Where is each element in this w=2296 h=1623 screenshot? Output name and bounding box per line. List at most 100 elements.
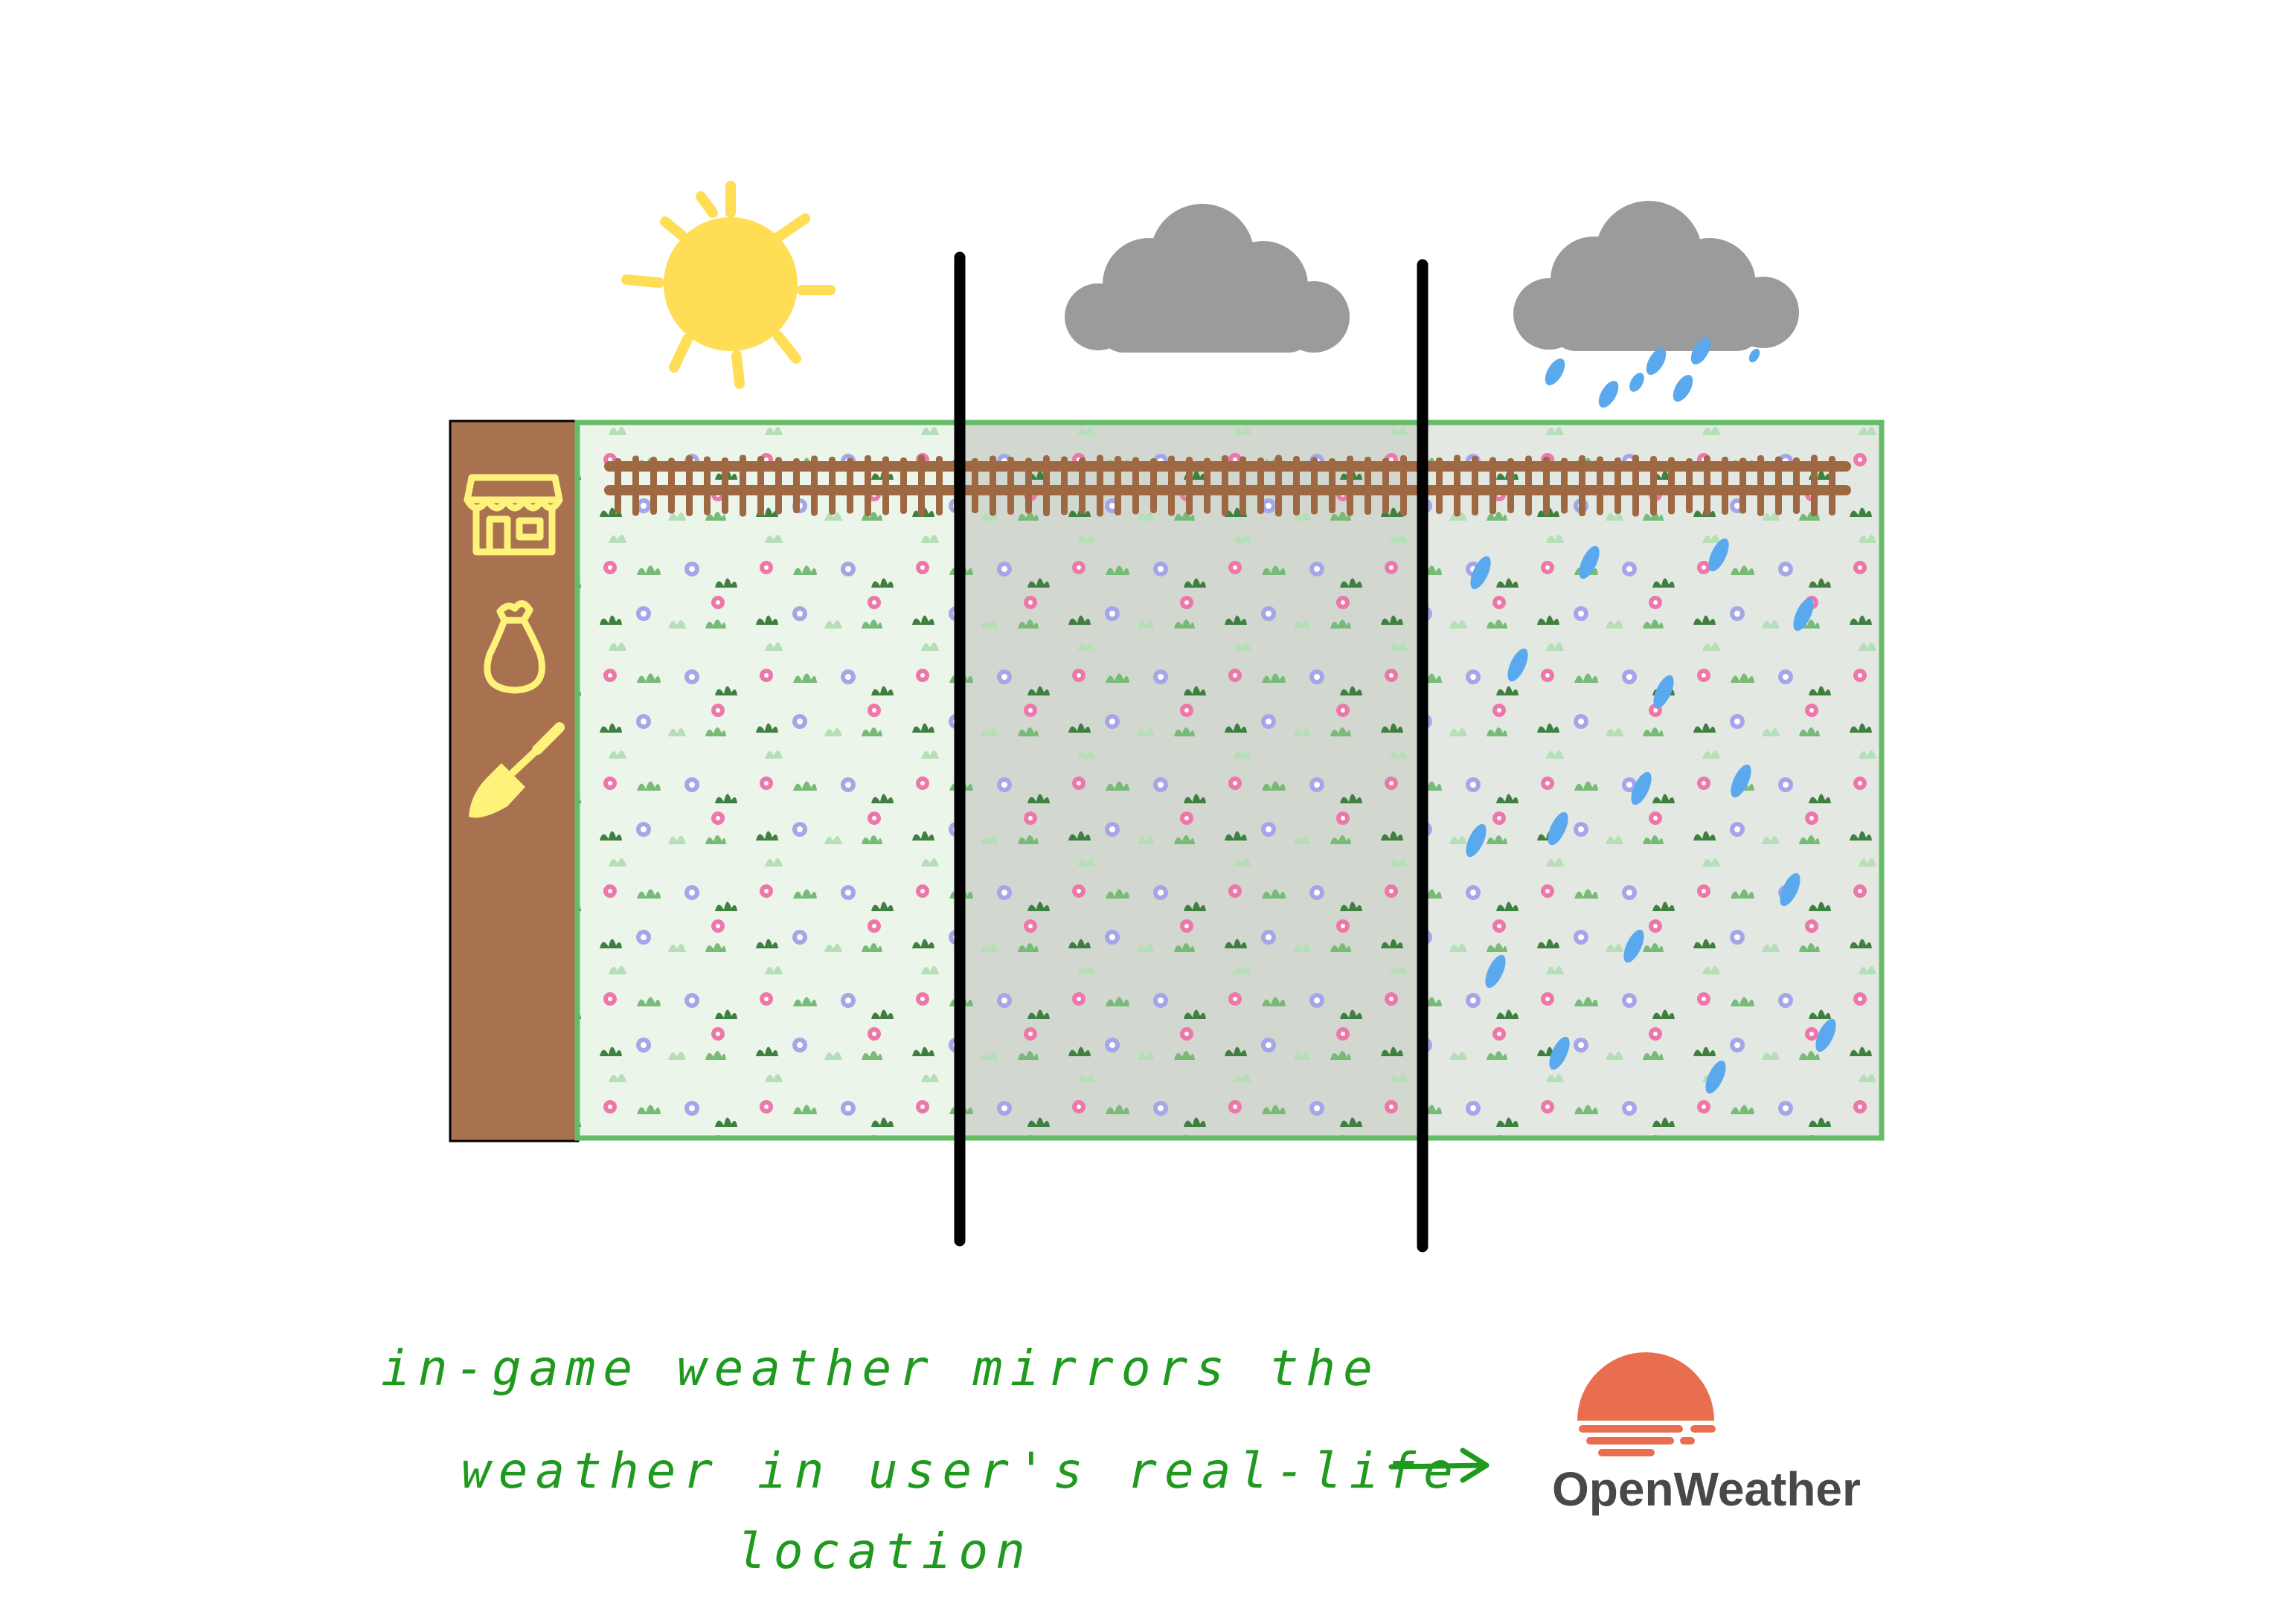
fence-post [1704,455,1710,516]
fence-post [1472,456,1478,515]
rain-drop [1548,812,1568,846]
fence-post [1507,458,1514,513]
openweather-sun-icon [1577,1352,1716,1456]
fence-post [1222,455,1228,516]
fence-post [1115,456,1121,515]
fence-post [632,455,639,516]
fence-post [1793,457,1800,514]
rain-drop [1653,675,1674,709]
fence-post [1257,457,1264,514]
fence-post [1132,457,1139,515]
fence-post [918,454,925,517]
fence-post [1293,456,1300,515]
fence-post [972,458,978,513]
fence-post [1454,454,1460,517]
fence-post [1811,454,1818,517]
fence-post [1150,458,1157,513]
fence-post [615,458,621,513]
sun-icon [621,181,836,389]
fence-post [775,457,782,515]
rain-drop [1793,597,1814,631]
rain-drop [1623,929,1644,963]
rain-drop [1631,771,1652,806]
fence-post [1347,455,1353,516]
rain-drop [1705,1060,1726,1094]
rain-drop [1780,872,1800,907]
fence-post [1061,456,1068,515]
shovel-icon[interactable] [469,722,565,818]
fence-post [722,457,728,514]
fence-post [1561,457,1568,514]
annotation-line-2: weather in user's real-life [461,1442,1460,1500]
fence-post [1722,457,1728,515]
fence-post [1204,457,1210,514]
field-border [574,420,1885,1141]
fence-post [1240,456,1246,515]
fence-post [1597,456,1603,515]
openweather-logo: OpenWeather [1552,1352,1861,1516]
fence-post [1436,457,1443,514]
fence-post [1382,457,1389,514]
rain-drop [1466,823,1487,858]
garden-fence [604,454,1851,517]
fence-post [1775,456,1782,515]
fence-post [1275,454,1282,517]
fence-post [793,458,800,513]
fence-post [847,457,853,514]
fence-post [1668,457,1675,515]
fence-post [1007,457,1014,515]
fence-post [1632,454,1639,517]
annotation: in-game weather mirrors the weather in u… [381,1340,1489,1580]
garden-field [574,420,1885,1141]
fence-post [829,457,836,515]
fence-post [757,456,764,515]
seed-bag-icon[interactable] [484,600,545,694]
fence-post [990,455,996,516]
fence-post [1311,457,1318,515]
cloud-icon [1065,204,1350,353]
fence-post [1579,455,1585,516]
fence-post [1329,458,1335,513]
fence-post [704,456,711,515]
fence-post [1686,458,1693,513]
fence-post [668,457,675,514]
fence-post [686,455,693,516]
rain-cloud-icon [1513,201,1799,408]
fence-post [900,457,907,514]
rain-drop [1470,556,1491,590]
fence-post [650,457,657,515]
rain-drop [1507,648,1528,682]
shop-icon[interactable] [464,474,563,556]
annotation-line-1: in-game weather mirrors the [381,1340,1380,1397]
rain-drop [1579,545,1600,579]
rain-drop [1549,1036,1570,1070]
arrow-right-icon [1388,1447,1489,1483]
fence-post [1489,457,1496,515]
fence-post [882,456,889,515]
grass-flowers [577,422,1882,1138]
side-toolbar [449,420,580,1142]
fence-post [1757,455,1764,516]
fence-post [1043,455,1050,516]
fence-post [865,455,871,516]
openweather-wordmark: OpenWeather [1552,1462,1861,1516]
field-rain [1466,538,1836,1094]
fence-post [1168,455,1175,516]
fence-post [1365,457,1371,515]
fence-post [1614,457,1621,514]
rain-drop [1815,1018,1836,1052]
fence-post [740,454,746,517]
fence-post [1650,456,1657,515]
rain-drop [1485,954,1506,989]
rain-drop [1708,538,1729,572]
fence-post [1543,457,1550,515]
fence-post [1525,455,1532,516]
fence-post [1079,457,1086,514]
fence-post [1739,457,1746,514]
fence-post [811,455,818,516]
fence-post [1097,454,1103,517]
fence-post [1025,457,1032,514]
rain-drop [1731,764,1751,798]
fence-post [936,456,943,515]
